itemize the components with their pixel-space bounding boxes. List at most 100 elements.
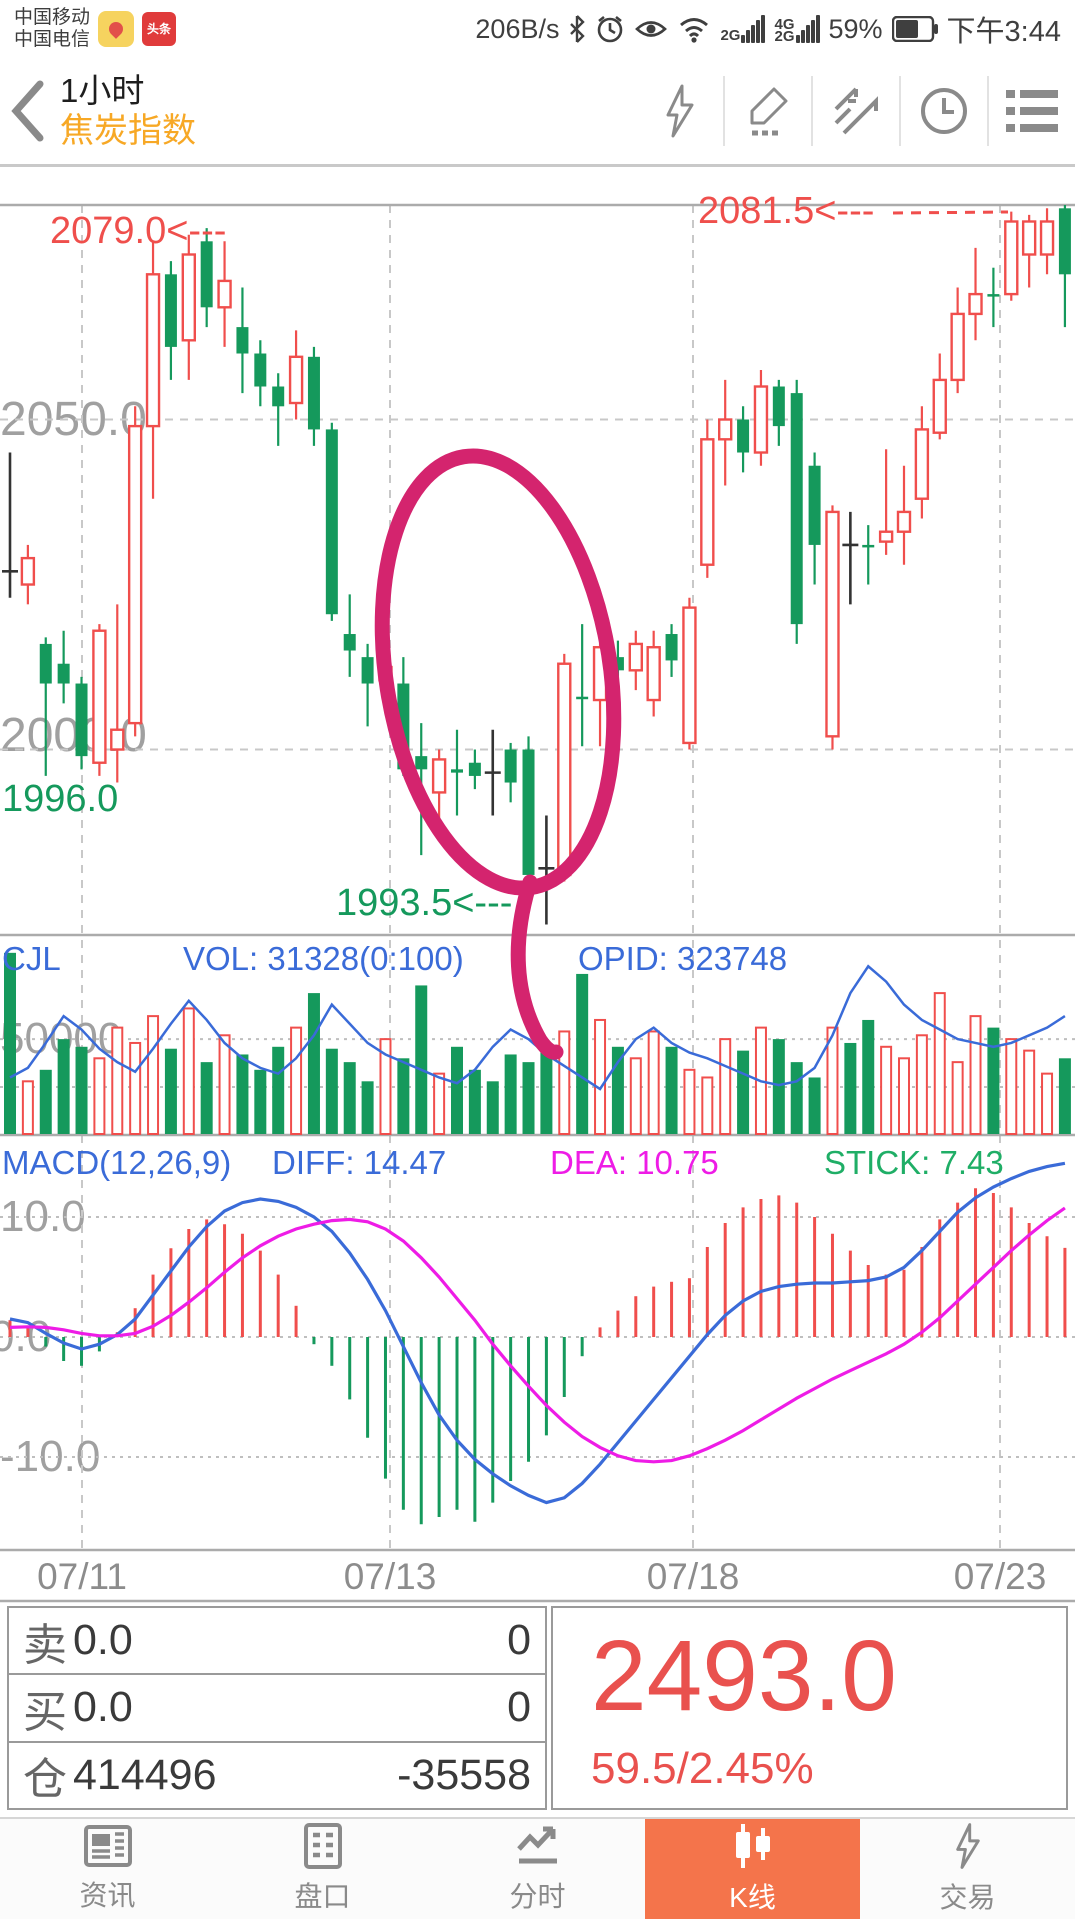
candle-down — [576, 696, 589, 700]
volume-indicator-label[interactable]: CJL — [2, 940, 61, 977]
candle-up — [431, 758, 447, 794]
candle-down — [808, 465, 821, 545]
bottom-nav: 资讯 盘口 分时 K线 交易 — [0, 1817, 1075, 1919]
volume-bar — [790, 1062, 803, 1134]
trade-icon — [955, 1823, 980, 1869]
last-price-box[interactable]: 2493.0 59.5/2.45% — [551, 1606, 1068, 1810]
volume-bar — [218, 1034, 231, 1136]
volume-bar — [433, 1072, 446, 1135]
volume-bar — [987, 1027, 1000, 1134]
flash-order-button[interactable] — [637, 76, 723, 146]
x-axis-label-0723: 07/23 — [953, 1556, 1047, 1597]
nav-tab-trade[interactable]: 交易 — [860, 1819, 1075, 1919]
volume-bar — [451, 1046, 463, 1134]
candle-up — [217, 279, 232, 309]
volume-bar — [683, 1068, 696, 1135]
candle-up — [646, 646, 661, 702]
macd-name-label[interactable]: MACD(12,26,9) — [2, 1144, 232, 1181]
toutiao-badge: 头条 — [142, 12, 177, 46]
volume-bar — [772, 1039, 785, 1134]
candle-up — [950, 312, 965, 382]
volume-bar — [486, 1081, 499, 1134]
high-annotation-right: 2081.5<--- — [698, 190, 875, 232]
history-button[interactable] — [899, 76, 987, 146]
nav-tab-orderbook[interactable]: 盘口 — [215, 1819, 430, 1919]
volume-bar — [504, 1054, 517, 1134]
volume-bar — [719, 1038, 732, 1135]
candle-up — [20, 556, 36, 586]
volume-bar — [379, 1038, 392, 1135]
volume-bar — [1058, 1058, 1071, 1134]
volume-bar — [576, 973, 589, 1134]
header-bar: 1小时 焦炭指数 — [0, 58, 1075, 167]
nav-label-trade: 交易 — [939, 1882, 996, 1913]
volume-bar — [75, 1046, 88, 1134]
candle-down — [164, 274, 177, 347]
alarm-icon — [598, 15, 623, 43]
volume-bar — [21, 1080, 34, 1136]
volume-bar — [129, 1041, 142, 1135]
candle-down — [307, 356, 320, 430]
candle-down — [200, 241, 213, 308]
draw-tool-button[interactable] — [723, 76, 811, 146]
volume-bar — [951, 1061, 964, 1136]
volume-bar — [361, 1081, 374, 1134]
back-button[interactable] — [0, 80, 60, 142]
volume-bar — [629, 1057, 642, 1135]
network-speed: 206B/s — [475, 13, 560, 44]
nav-tab-timeshare[interactable]: 分时 — [430, 1819, 645, 1919]
volume-bar — [898, 1057, 910, 1135]
candle-down — [236, 327, 249, 354]
candle-down — [522, 749, 535, 875]
volume-bar — [540, 1046, 553, 1134]
volume-bar — [468, 1069, 481, 1134]
nav-label-news: 资讯 — [79, 1880, 136, 1911]
price-change: 59.5/2.45% — [591, 1744, 814, 1793]
list-icon — [1006, 90, 1058, 132]
candle-down — [361, 657, 374, 684]
position-label: 仓 — [23, 1755, 67, 1805]
zigzag-compare-icon — [834, 87, 878, 135]
candle-up — [878, 530, 894, 543]
bid-row[interactable]: 买 0.0 0 — [7, 1673, 547, 1743]
candle-up — [288, 355, 304, 405]
candle-up — [914, 428, 930, 500]
battery-icon — [891, 16, 938, 42]
quote-panel: 卖 0.0 0 买 0.0 0 仓 414496 -35558 2493.0 5… — [0, 1601, 1075, 1813]
carrier-block: 中国移动 中国电信 头条 — [14, 7, 177, 51]
ask-label: 卖 — [23, 1620, 67, 1670]
open-interest-row[interactable]: 仓 414496 -35558 — [7, 1740, 547, 1810]
nav-tab-news[interactable]: 资讯 — [0, 1819, 215, 1919]
macd-diff-line — [9, 1161, 1066, 1505]
candle-down — [790, 393, 803, 625]
candle-down — [325, 429, 338, 615]
bid-price: 0.0 — [73, 1683, 133, 1732]
x-axis-label-0711: 07/11 — [37, 1556, 127, 1597]
compare-button[interactable] — [811, 76, 899, 146]
volume-bar — [808, 1077, 821, 1134]
ask-volume: 0 — [507, 1616, 531, 1665]
candle-down — [415, 756, 428, 770]
instrument-title[interactable]: 焦炭指数 — [60, 112, 196, 150]
volume-bar — [611, 1046, 624, 1134]
volume-bar — [111, 1026, 124, 1135]
timeframe-label[interactable]: 1小时 — [60, 72, 145, 109]
indicator-list-button[interactable] — [987, 76, 1075, 146]
nav-tab-kline[interactable]: K线 — [645, 1819, 860, 1919]
ask-row[interactable]: 卖 0.0 0 — [7, 1606, 547, 1676]
location-pin-badge — [98, 11, 135, 47]
high-annotation-left: 2079.0<--- — [50, 210, 227, 252]
volume-bar — [415, 985, 428, 1134]
volume-bar — [826, 1026, 839, 1135]
volume-bar — [57, 1039, 70, 1134]
candle-up — [968, 292, 983, 316]
candle-down — [468, 762, 481, 776]
wifi-icon — [680, 18, 709, 43]
candle-down — [1058, 208, 1071, 275]
candle-down — [75, 683, 88, 757]
volume-bar — [647, 1030, 660, 1136]
candle-up — [825, 510, 840, 738]
nav-label-orderbook: 盘口 — [294, 1881, 351, 1912]
bid-ask-position-box: 卖 0.0 0 买 0.0 0 仓 414496 -35558 — [7, 1606, 547, 1810]
volume-bar — [307, 993, 320, 1134]
